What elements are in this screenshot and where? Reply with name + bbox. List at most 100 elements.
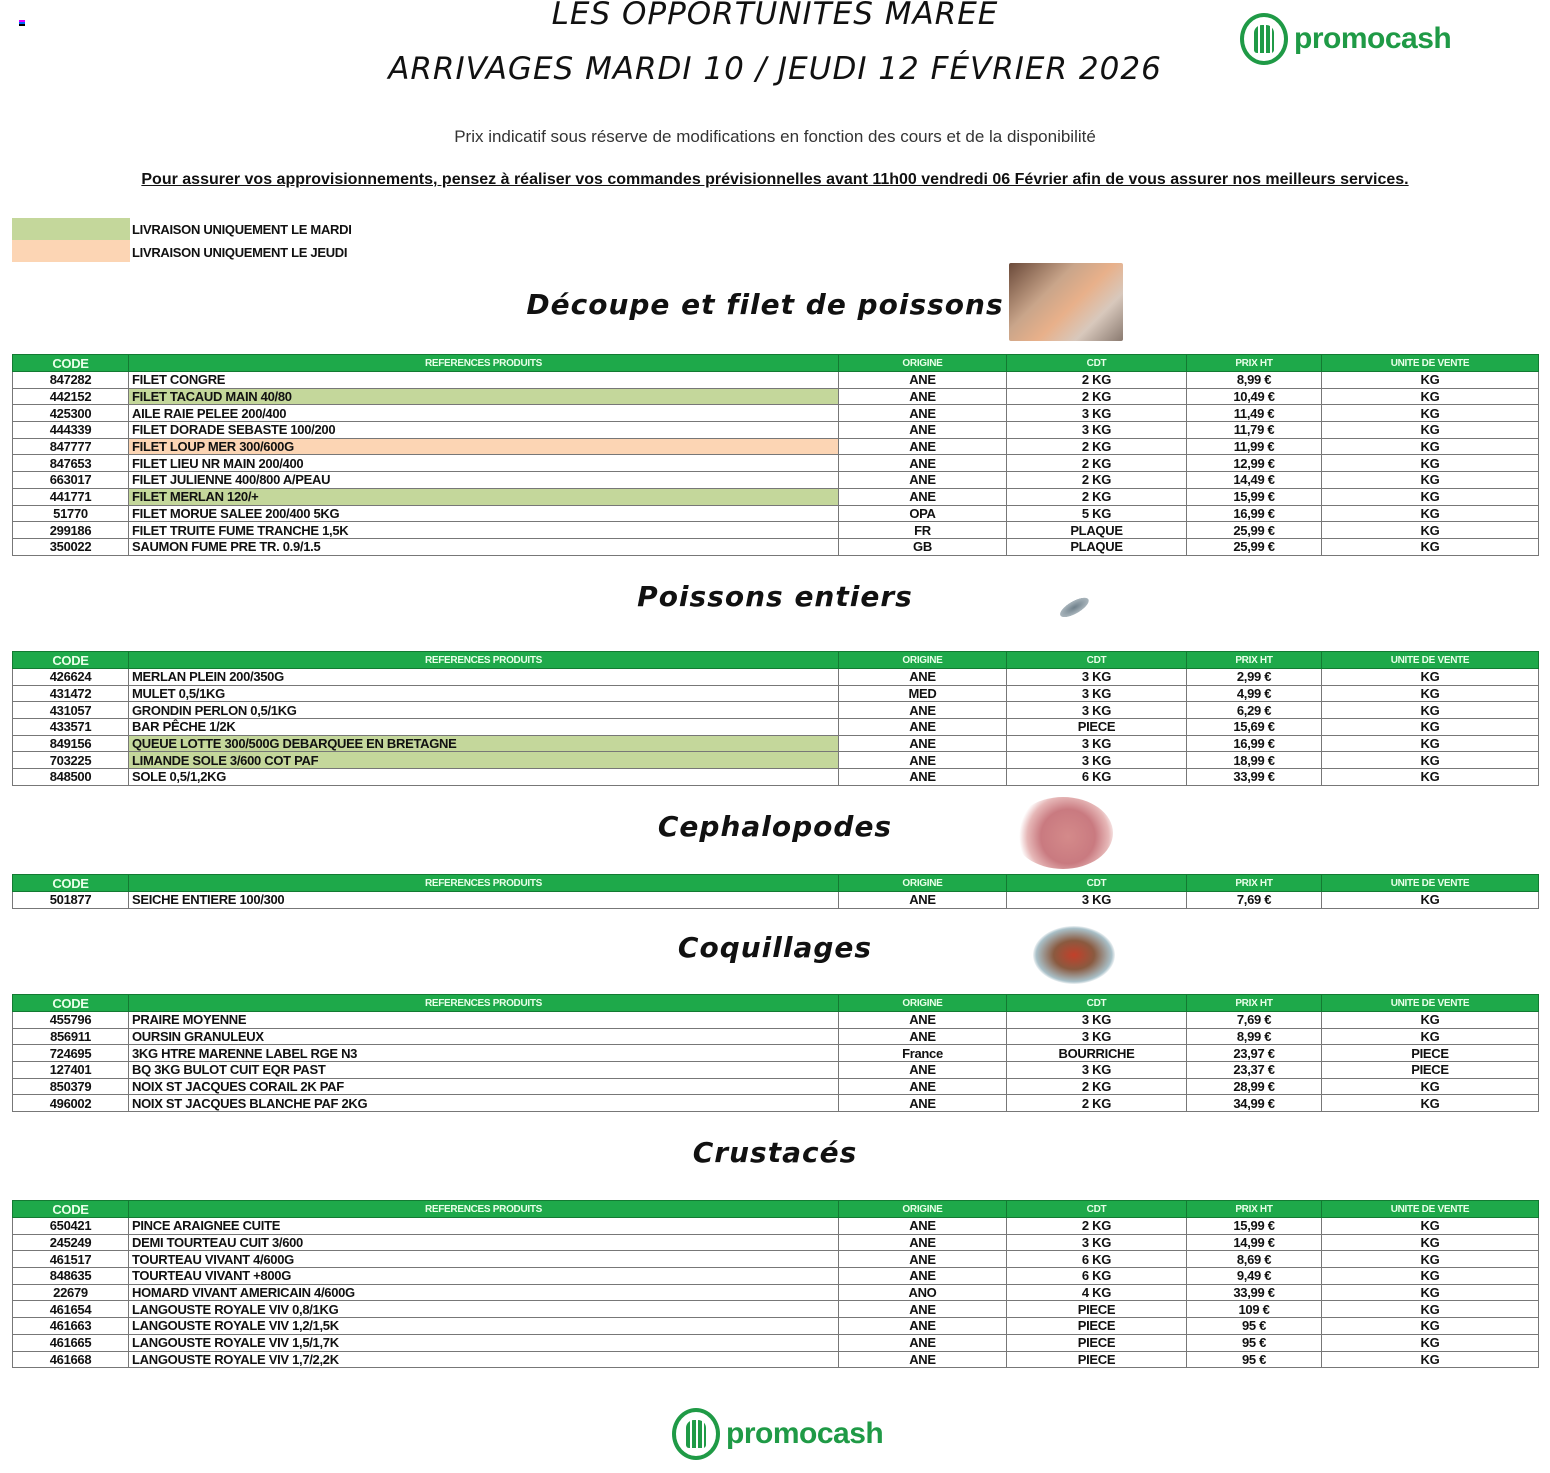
cell-unite-de-vente: KG [1321,718,1539,736]
cell-prix-ht: 8,99 € [1186,371,1322,389]
cell-cdt: 2 KG [1006,454,1187,473]
cell-prix-ht: 14,49 € [1186,471,1322,489]
cell-origine: ANE [838,437,1007,456]
chef-hat-icon [1240,13,1288,65]
cell-code: 724695 [12,1044,129,1063]
cell-prix-ht: 8,69 € [1186,1250,1322,1269]
column-header-prix-ht: PRIX HT [1186,1200,1322,1218]
cell-reference: FILET MERLAN 120/+ [128,487,839,506]
cell-origine: France [838,1044,1007,1063]
cell-code: 461668 [12,1350,129,1369]
column-header-cdt: CDT [1006,1200,1187,1218]
cell-code: 245249 [12,1233,129,1252]
cell-prix-ht: 7,69 € [1186,891,1322,909]
cell-cdt: 2 KG [1006,1217,1187,1235]
cell-reference: FILET LIEU NR MAIN 200/400 [128,454,839,473]
cell-prix-ht: 25,99 € [1186,537,1322,556]
column-header-unite-de-vente: UNITE DE VENTE [1321,651,1539,669]
cell-unite-de-vente: KG [1321,537,1539,556]
price-disclaimer: Prix indicatif sous réserve de modificat… [454,127,1096,146]
column-header-code: CODE [12,651,129,669]
cell-code: 496002 [12,1094,129,1113]
cell-origine: ANE [838,454,1007,473]
column-header-reference: REFERENCES PRODUITS [128,1200,839,1218]
table-row: 848500 SOLE 0,5/1,2KG ANE 6 KG 33,99 € KG [12,768,1539,786]
table-row: 848635 TOURTEAU VIVANT +800G ANE 6 KG 9,49 €… [12,1267,1539,1285]
cell-prix-ht: 11,49 € [1186,404,1322,423]
table-row: 444339 FILET DORADE SEBASTE 100/200 ANE 3 K… [12,421,1539,439]
cell-unite-de-vente: KG [1321,1027,1539,1046]
column-header-unite-de-vente: UNITE DE VENTE [1321,354,1539,372]
cell-reference: FILET DORADE SEBASTE 100/200 [128,421,839,439]
table-row: 461517 TOURTEAU VIVANT 4/600G ANE 6 KG 8,69 … [12,1250,1539,1269]
cell-unite-de-vente: KG [1321,437,1539,456]
cell-origine: ANE [838,1267,1007,1285]
cell-prix-ht: 23,97 € [1186,1044,1322,1063]
cell-reference: FILET LOUP MER 300/600G [128,437,839,456]
cell-reference: HOMARD VIVANT AMERICAIN 4/600G [128,1283,839,1302]
cell-reference: LANGOUSTE ROYALE VIV 1,2/1,5K [128,1317,839,1335]
cell-code: 455796 [12,1011,129,1029]
cell-cdt: 2 KG [1006,487,1187,506]
legend-label-jeudi: LIVRAISON UNIQUEMENT LE JEUDI [132,245,348,260]
column-header-reference: REFERENCES PRODUITS [128,994,839,1012]
cell-prix-ht: 33,99 € [1186,768,1322,786]
cell-reference: LANGOUSTE ROYALE VIV 1,7/2,2K [128,1350,839,1369]
cell-prix-ht: 2,99 € [1186,668,1322,686]
cell-prix-ht: 25,99 € [1186,521,1322,539]
column-header-prix-ht: PRIX HT [1186,651,1322,669]
cell-reference: OURSIN GRANULEUX [128,1027,839,1046]
cell-code: 441771 [12,487,129,506]
cell-prix-ht: 23,37 € [1186,1061,1322,1079]
cell-code: 847653 [12,454,129,473]
column-header-code: CODE [12,874,129,892]
cell-reference: BAR PÊCHE 1/2K [128,718,839,736]
cell-prix-ht: 4,99 € [1186,684,1322,703]
cell-cdt: 3 KG [1006,668,1187,686]
column-header-origine: ORIGINE [838,994,1007,1012]
cell-cdt: 3 KG [1006,751,1187,770]
column-header-unite-de-vente: UNITE DE VENTE [1321,1200,1539,1218]
cell-origine: ANE [838,1027,1007,1046]
cell-cdt: PLAQUE [1006,521,1187,539]
table-row: 847282 FILET CONGRE ANE 2 KG 8,99 € KG [12,371,1539,389]
cell-cdt: 2 KG [1006,437,1187,456]
column-header-origine: ORIGINE [838,874,1007,892]
cell-reference: NOIX ST JACQUES CORAIL 2K PAF [128,1077,839,1096]
cell-origine: OPA [838,504,1007,523]
cell-cdt: 3 KG [1006,891,1187,909]
column-header-cdt: CDT [1006,354,1187,372]
cell-code: 848500 [12,768,129,786]
cell-unite-de-vente: KG [1321,768,1539,786]
cell-cdt: PLAQUE [1006,537,1187,556]
table-row: 724695 3KG HTRE MARENNE LABEL RGE N3 Franc… [12,1044,1539,1063]
column-header-code: CODE [12,994,129,1012]
cell-origine: ANE [838,387,1007,406]
cell-reference: LIMANDE SOLE 3/600 COT PAF [128,751,839,770]
column-header-code: CODE [12,354,129,372]
table-row: 847777 FILET LOUP MER 300/600G ANE 2 KG 11,9… [12,437,1539,456]
cell-cdt: 3 KG [1006,1011,1187,1029]
section-title-crustaces: Crustacés [692,1136,858,1169]
cell-unite-de-vente: KG [1321,1077,1539,1096]
cell-origine: ANE [838,1061,1007,1079]
seafood-platter-photo [1033,926,1115,984]
cell-unite-de-vente: KG [1321,1233,1539,1252]
column-header-prix-ht: PRIX HT [1186,874,1322,892]
cell-reference: TOURTEAU VIVANT +800G [128,1267,839,1285]
table-row: 441771 FILET MERLAN 120/+ ANE 2 KG 15,99 € KG [12,487,1539,506]
cell-unite-de-vente: KG [1321,1250,1539,1269]
cell-unite-de-vente: KG [1321,1283,1539,1302]
table-row: 299186 FILET TRUITE FUME TRANCHE 1,5K FR PL… [12,521,1539,539]
cell-unite-de-vente: KG [1321,521,1539,539]
table-row: 433571 BAR PÊCHE 1/2K ANE PIECE 15,69 € KG [12,718,1539,736]
footer-brand-name: promocash [726,1417,884,1450]
legend-label-mardi: LIVRAISON UNIQUEMENT LE MARDI [132,222,352,237]
cell-origine: ANE [838,1217,1007,1235]
table-header: CODE REFERENCES PRODUITS ORIGINE CDT PRIX HT… [12,874,1539,892]
cell-prix-ht: 15,99 € [1186,487,1322,506]
cell-prix-ht: 16,99 € [1186,504,1322,523]
table-row: 22679 HOMARD VIVANT AMERICAIN 4/600G ANO 4 … [12,1283,1539,1302]
print-marker [19,20,25,26]
cell-unite-de-vente: KG [1321,891,1539,909]
